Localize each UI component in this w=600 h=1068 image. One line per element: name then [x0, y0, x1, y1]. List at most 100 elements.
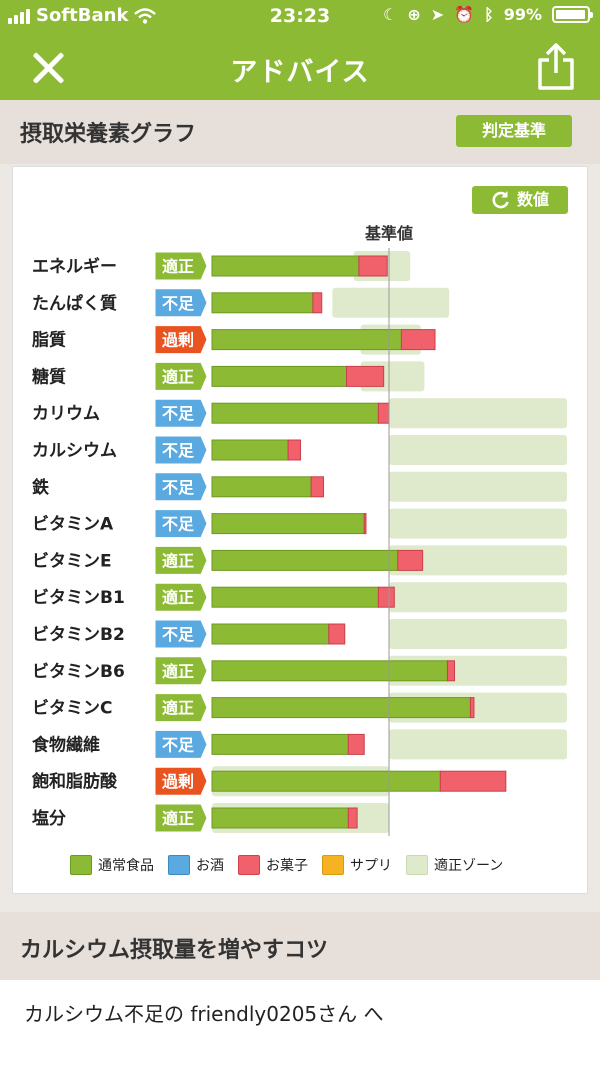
status-badge [154, 729, 208, 759]
bar-segment [211, 697, 471, 719]
bar-segment [211, 660, 448, 682]
nutrient-bar-chart: 基準値エネルギー 適正たんぱく質 不足脂質 過剰糖質 適正カリウム 不足カルシウム 不足鉄不… [31, 224, 567, 836]
status-badge-label: 適正 [162, 551, 194, 570]
legend-label-zone: 適正ゾーン [434, 858, 504, 874]
bar-segment [469, 697, 475, 719]
category-label: 塩分 [32, 808, 66, 829]
legend-item-zone: 適正ゾーン [406, 855, 503, 875]
bar-segment [358, 255, 388, 277]
bar-segment [211, 549, 399, 571]
bar-segment [446, 660, 455, 682]
zone-rect [389, 435, 567, 465]
bar-segment [400, 329, 436, 351]
bar-segment [377, 586, 395, 608]
status-badge-label: 適正 [162, 367, 194, 386]
zone-rect [389, 582, 567, 613]
legend-label-food: 通常食品 [98, 858, 154, 874]
bar-segment [346, 365, 385, 387]
graph-section-title: 摂取栄養素グラフ [20, 122, 197, 147]
nav-bar: アドバイス [0, 36, 600, 100]
rotation-lock-icon: ⊕ [407, 5, 421, 24]
legend-label-alcohol: お酒 [196, 858, 224, 874]
status-badge-label: 不足 [162, 625, 195, 644]
status-badge [154, 288, 208, 318]
zone-rect [389, 729, 567, 760]
category-label: カルシウム [32, 441, 117, 461]
category-label: ビタミンC [32, 699, 112, 719]
legend-item-snack: お菓子 [238, 855, 308, 875]
zone-rect [389, 619, 567, 649]
bar-segment [211, 402, 379, 424]
bar-segment [377, 402, 390, 424]
legend-swatch-zone [406, 855, 428, 875]
alarm-icon: ⏰ [454, 5, 475, 24]
category-label: 鉄 [32, 477, 49, 498]
legend-swatch-food [70, 855, 92, 875]
bar-segment [211, 770, 441, 792]
category-label: ビタミンA [32, 515, 114, 535]
chart-legend: 通常食品 お酒 お菓子 サプリ 適正ゾーン [70, 855, 503, 875]
category-label: 脂質 [32, 330, 66, 351]
status-icons: ☾ ⊕ ➤ ⏰ ᛒ 99% [383, 5, 593, 24]
status-badge [154, 803, 208, 833]
status-badge-label: 適正 [162, 257, 194, 276]
bar-segment [211, 733, 349, 755]
bar-segment [211, 476, 312, 498]
status-badge-label: 適正 [162, 588, 194, 607]
status-badge-label: 過剰 [161, 331, 194, 350]
tips-intro-text: カルシウム不足の friendly0205さん へ [24, 1002, 384, 1026]
status-badge-label: 不足 [162, 735, 195, 754]
bar-segment [287, 439, 301, 461]
zone-rect [389, 398, 567, 429]
category-label: 飽和脂肪酸 [31, 771, 118, 792]
category-label: ビタミンB2 [32, 625, 125, 645]
share-icon[interactable] [534, 42, 578, 92]
status-badge [154, 472, 208, 502]
legend-swatch-snack [238, 855, 260, 875]
category-label: 食物繊維 [32, 734, 100, 755]
zone-rect [332, 287, 450, 318]
legend-item-food: 通常食品 [70, 855, 154, 875]
bar-segment [347, 733, 365, 755]
tips-section-body: カルシウム不足の friendly0205さん へ [0, 980, 600, 1068]
reference-label: 基準値 [364, 224, 413, 243]
category-label: エネルギー [32, 257, 117, 277]
category-label: カリウム [32, 404, 100, 424]
category-label: ビタミンB1 [32, 588, 125, 608]
status-badge [154, 582, 208, 612]
legend-label-snack: お菓子 [266, 858, 308, 874]
legend-item-alcohol: お酒 [168, 855, 224, 875]
status-badge [154, 251, 208, 281]
status-badge-label: 適正 [162, 809, 194, 828]
bar-segment [211, 365, 348, 387]
category-label: たんぱく質 [32, 293, 117, 314]
graph-section-header: 摂取栄養素グラフ 判定基準 [0, 100, 600, 164]
zone-rect [389, 545, 567, 576]
status-badge-label: 不足 [162, 478, 195, 497]
bar-segment [211, 623, 330, 645]
legend-swatch-alcohol [168, 855, 190, 875]
bar-segment [211, 439, 289, 461]
category-label: 糖質 [32, 366, 66, 387]
legend-swatch-supplement [322, 855, 344, 875]
status-badge [154, 656, 208, 686]
status-badge-label: 不足 [162, 294, 195, 313]
page-title: アドバイス [230, 57, 370, 88]
criteria-button[interactable]: 判定基準 [456, 115, 572, 147]
battery-percent: 99% [503, 5, 542, 24]
bar-segment [397, 549, 424, 571]
bar-segment [211, 329, 402, 351]
numbers-toggle-button[interactable]: 数値 [472, 186, 568, 214]
bar-segment [211, 807, 349, 829]
bar-segment [310, 476, 325, 498]
bar-segment [328, 623, 346, 645]
battery-icon [552, 6, 593, 23]
bluetooth-icon: ᛒ [484, 5, 494, 24]
bar-segment [312, 292, 323, 314]
status-badge [154, 435, 208, 465]
status-badge-label: 適正 [162, 699, 194, 718]
status-badge [154, 325, 208, 355]
carrier-label: SoftBank [36, 5, 129, 26]
status-badge [154, 545, 208, 575]
zone-rect [389, 471, 567, 502]
